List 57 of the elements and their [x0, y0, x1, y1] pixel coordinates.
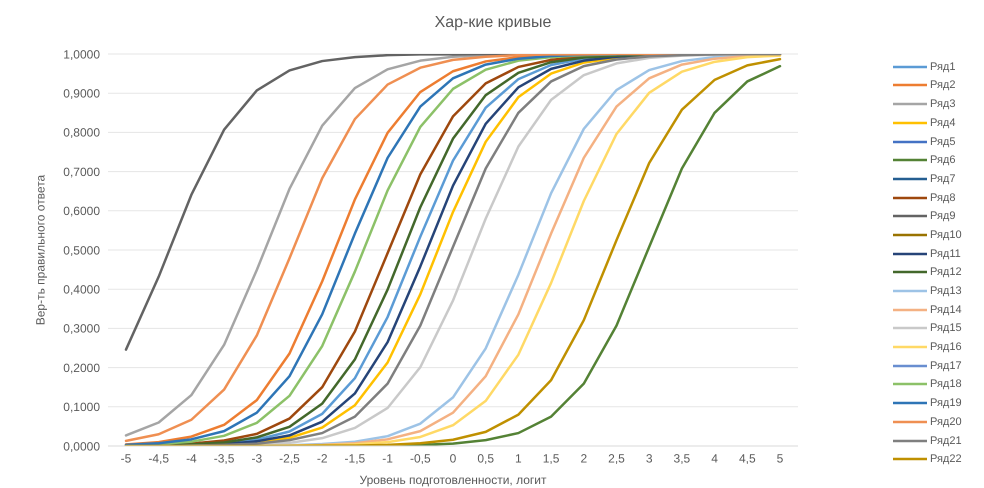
y-tick-label: 0,8000 — [63, 126, 100, 140]
x-tick-label: -1 — [382, 452, 394, 466]
legend-label: Ряд8 — [930, 192, 956, 204]
x-tick-label: 4 — [711, 452, 718, 466]
x-tick-label: -4,5 — [148, 452, 170, 466]
x-tick-label: 3 — [646, 452, 653, 466]
chart-title: Хар-кие кривые — [434, 13, 552, 33]
legend-label: Ряд11 — [930, 248, 961, 260]
legend-label: Ряд16 — [930, 341, 962, 354]
x-tick-label: 0,5 — [477, 452, 494, 466]
y-tick-label: 0,3000 — [63, 322, 100, 336]
x-tick-label: -2,5 — [279, 452, 300, 466]
legend-label: Ряд9 — [930, 210, 956, 222]
legend-label: Ряд10 — [930, 228, 962, 241]
legend-label: Ряд4 — [930, 116, 956, 129]
legend-label: Ряд13 — [930, 285, 962, 298]
y-tick-label: 1,0000 — [63, 47, 100, 62]
x-tick-label: -4 — [186, 452, 198, 466]
x-tick-label: -2 — [316, 452, 328, 466]
legend-label: Ряд19 — [930, 397, 962, 410]
y-tick-label: 0,7000 — [63, 164, 100, 179]
y-tick-label: 0,0000 — [63, 439, 100, 454]
legend-label: Ряд7 — [930, 172, 956, 185]
legend-label: Ряд6 — [930, 154, 956, 166]
x-tick-label: 2,5 — [608, 452, 626, 466]
legend-label: Ряд21 — [930, 434, 962, 447]
x-tick-label: 5 — [776, 452, 784, 466]
y-tick-label: 0,5000 — [63, 243, 100, 258]
x-tick-label: 4,5 — [738, 452, 756, 466]
legend-label: Ряд12 — [930, 266, 962, 278]
y-axis-title: Вер-ть правильного ответа — [33, 174, 48, 326]
legend-label: Ряд15 — [930, 322, 962, 334]
y-tick-label: 0,1000 — [63, 400, 100, 414]
x-tick-label: -3 — [251, 452, 262, 466]
x-tick-label: 1,5 — [542, 452, 560, 466]
legend-label: Ряд3 — [930, 98, 956, 110]
x-tick-label: -5 — [120, 452, 132, 466]
x-tick-label: -1,5 — [344, 452, 366, 466]
x-tick-label: 3,5 — [674, 452, 691, 466]
x-tick-label: -0,5 — [410, 452, 431, 466]
legend-label: Ряд5 — [930, 136, 956, 148]
legend-label: Ряд20 — [930, 416, 962, 428]
legend-label: Ряд22 — [930, 453, 962, 466]
y-tick-label: 0,9000 — [63, 86, 100, 100]
legend-label: Ряд14 — [930, 304, 962, 316]
y-tick-label: 0,4000 — [63, 282, 100, 296]
y-tick-label: 0,6000 — [63, 204, 100, 218]
legend-label: Ряд17 — [930, 360, 962, 372]
legend-label: Ряд18 — [930, 378, 962, 390]
x-tick-label: 1 — [515, 452, 522, 466]
x-tick-label: -3,5 — [214, 452, 235, 466]
x-axis-title: Уровень подготовленности, логит — [360, 473, 547, 487]
x-tick-label: 0 — [450, 452, 457, 466]
y-tick-label: 0,2000 — [63, 360, 100, 375]
legend-label: Ряд2 — [930, 79, 956, 92]
legend-label: Ряд1 — [930, 60, 956, 73]
x-tick-label: 2 — [580, 452, 588, 466]
